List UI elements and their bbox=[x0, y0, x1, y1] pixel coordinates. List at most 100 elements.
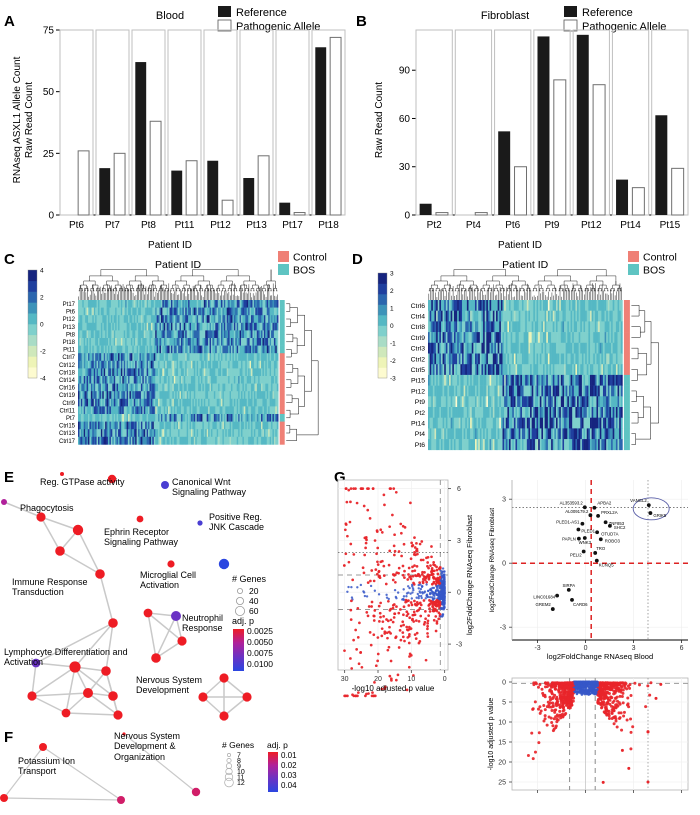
y-tick-label: 10 bbox=[498, 719, 506, 726]
network-node[interactable] bbox=[113, 710, 123, 720]
network-node[interactable] bbox=[171, 611, 181, 621]
network-node[interactable] bbox=[108, 618, 118, 628]
x-tick-label: Pt2 bbox=[427, 220, 442, 231]
network-node[interactable] bbox=[108, 691, 118, 701]
gene-point[interactable] bbox=[582, 505, 587, 510]
network-node[interactable] bbox=[31, 658, 41, 668]
panel-d-letter: D bbox=[352, 251, 363, 268]
gene-point[interactable] bbox=[580, 521, 585, 526]
y-tick-label: 3 bbox=[457, 538, 461, 545]
network-node[interactable] bbox=[218, 558, 230, 570]
panel-c-heatmap: Patient ID Pt17 Pt6 Pt12 Pt13 Pt8 Pt18 Pt11 Ctrl… bbox=[0, 248, 350, 464]
network-node[interactable] bbox=[219, 673, 229, 683]
network-node[interactable] bbox=[27, 691, 37, 701]
network-node[interactable] bbox=[101, 666, 111, 676]
y-axis-label: log2FoldChange RNAseq Fibroblast bbox=[465, 514, 474, 635]
bar-pathogenic bbox=[329, 36, 342, 216]
network-node[interactable] bbox=[39, 743, 47, 751]
colorbar-segment bbox=[28, 356, 37, 368]
network-node[interactable] bbox=[1, 499, 7, 505]
network-node[interactable] bbox=[117, 796, 125, 804]
network-node[interactable] bbox=[143, 608, 153, 618]
gene-point[interactable] bbox=[595, 530, 600, 535]
x-tick-label: 0 bbox=[584, 645, 588, 652]
volcano-points bbox=[342, 487, 446, 698]
panel-g-volcano-bottom: 0 5 10 15 20 25 -log10 adjusted p value bbox=[470, 668, 700, 815]
network-node[interactable] bbox=[242, 692, 252, 702]
x-tick-label: Pt6 bbox=[69, 220, 84, 231]
network-node[interactable] bbox=[167, 560, 175, 568]
network-node[interactable] bbox=[55, 546, 65, 556]
network-node[interactable] bbox=[83, 688, 93, 698]
gene-point[interactable] bbox=[582, 536, 587, 540]
network-node[interactable] bbox=[198, 692, 208, 702]
gene-point[interactable] bbox=[576, 536, 581, 541]
gene-label: VANGL2 bbox=[630, 498, 647, 503]
gene-point[interactable] bbox=[581, 549, 586, 554]
node-label-phagocytosis: Phagocytosis bbox=[20, 503, 74, 513]
network-node[interactable] bbox=[107, 474, 117, 484]
network-node[interactable] bbox=[0, 794, 8, 802]
network-edge bbox=[3, 746, 44, 799]
network-node[interactable] bbox=[95, 569, 105, 579]
colorbar-segment bbox=[378, 336, 387, 347]
network-node[interactable] bbox=[122, 732, 126, 736]
x-tick-label: 6 bbox=[680, 645, 684, 652]
gene-label: ZNF853 bbox=[609, 521, 625, 526]
facet-border bbox=[454, 29, 493, 216]
gene-point[interactable] bbox=[566, 587, 571, 592]
heatmap-row-label: Ctrl18 bbox=[59, 370, 76, 376]
gene-point[interactable] bbox=[550, 607, 555, 611]
row-group-annotation bbox=[623, 332, 630, 344]
y-tick-label: 60 bbox=[399, 114, 411, 125]
gene-point[interactable] bbox=[598, 537, 603, 542]
x-tick-label: Pt4 bbox=[466, 220, 481, 231]
network-edge bbox=[123, 733, 197, 793]
gene-point[interactable] bbox=[596, 513, 600, 518]
row-group-annotation bbox=[623, 417, 630, 429]
network-node[interactable] bbox=[72, 524, 84, 536]
bar-pathogenic bbox=[77, 150, 90, 216]
gene-point[interactable] bbox=[592, 505, 597, 510]
network-node[interactable] bbox=[136, 515, 144, 523]
network-node[interactable] bbox=[219, 711, 229, 721]
gene-label: APBA2 bbox=[597, 501, 611, 506]
gene-point[interactable] bbox=[608, 523, 612, 528]
gene-point[interactable] bbox=[646, 503, 651, 508]
network-node[interactable] bbox=[177, 636, 187, 646]
x-tick-label: 30 bbox=[341, 676, 349, 683]
colorbar-tick-label: -1 bbox=[390, 341, 396, 348]
colorbar-segment bbox=[28, 291, 37, 303]
colorbar-tick-label: 3 bbox=[390, 271, 394, 278]
panel-b-chart: 0 30 60 90 Pt2 Pt4 Pt6 Pt9 Pt12 Pt14 Pt15 bbox=[392, 24, 692, 234]
network-node[interactable] bbox=[197, 520, 203, 526]
network-node[interactable] bbox=[61, 708, 71, 718]
colorbar-segment bbox=[28, 313, 37, 325]
network-node[interactable] bbox=[60, 472, 64, 476]
gene-point[interactable] bbox=[570, 597, 574, 602]
network-node[interactable] bbox=[69, 661, 81, 673]
row-group-annotation bbox=[279, 414, 285, 422]
gene-point[interactable] bbox=[594, 558, 599, 563]
colorbar-tick-label: 0 bbox=[390, 323, 394, 330]
gene-point[interactable] bbox=[588, 513, 593, 518]
gene-point[interactable] bbox=[648, 511, 653, 515]
y-tick-label: 0 bbox=[502, 679, 506, 686]
panel-a-title: Blood bbox=[155, 10, 185, 22]
network-node[interactable] bbox=[151, 653, 161, 663]
panel-g-foldchange-scatter: AL353593.2 APBA2 VANGL2 AL009179.2 PRXL2A GRI… bbox=[470, 470, 700, 670]
network-node[interactable] bbox=[161, 481, 169, 489]
bar-reference bbox=[315, 47, 327, 216]
gene-point[interactable] bbox=[603, 520, 608, 525]
bar-pathogenic bbox=[474, 212, 488, 216]
x-axis-label: -log10 adjusted p value bbox=[352, 684, 435, 693]
gene-point[interactable] bbox=[593, 551, 598, 555]
panel-a-ylabel-1: RNAseq ASXL1 Allele Count bbox=[12, 56, 23, 184]
row-group-annotation bbox=[279, 300, 285, 308]
network-node[interactable] bbox=[191, 787, 201, 797]
network-node[interactable] bbox=[36, 512, 46, 522]
y-tick-label: 20 bbox=[498, 759, 506, 766]
gene-point[interactable] bbox=[555, 593, 560, 598]
gene-point[interactable] bbox=[576, 527, 581, 532]
bar-reference bbox=[171, 170, 183, 215]
